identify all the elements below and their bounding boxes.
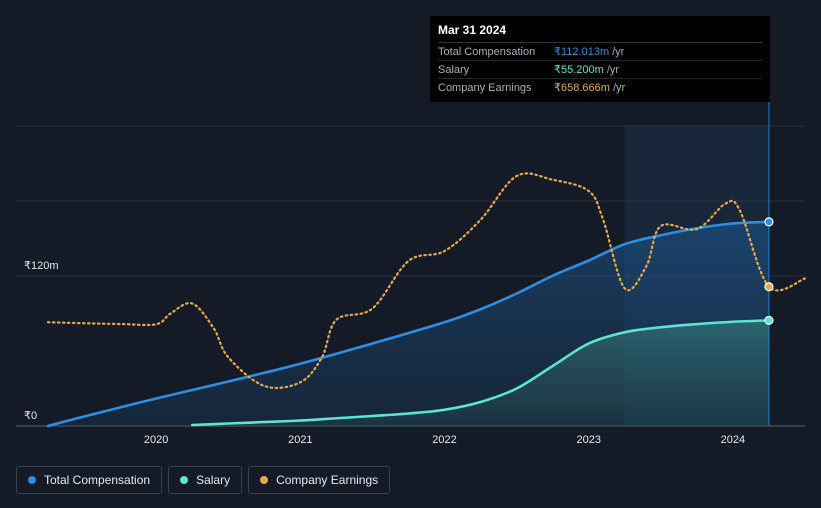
tooltip-row-label: Total Compensation	[438, 45, 536, 58]
tooltip-row-unit: /yr	[606, 63, 620, 76]
legend-label: Salary	[196, 473, 231, 487]
tooltip-date: Mar 31 2024	[438, 23, 762, 43]
legend-dot-icon	[28, 476, 36, 484]
x-tick-label: 2021	[288, 434, 312, 446]
series-areas	[48, 221, 769, 426]
series-area-salary	[192, 320, 769, 426]
x-tick-label: 2022	[432, 434, 456, 446]
x-tick-label: 2020	[144, 434, 168, 446]
tooltip-row-unit: /yr	[612, 81, 626, 94]
legend-dot-icon	[180, 476, 189, 484]
tooltip-row-company-earnings: Company Earnings ₹658.666m /yr	[438, 79, 762, 96]
tooltip-row-label: Company Earnings	[438, 81, 532, 94]
tooltip-row-unit: /yr	[612, 45, 625, 58]
series-lines	[46, 172, 807, 428]
series-markers	[764, 217, 774, 325]
legend: Total Compensation Salary Company Earnin…	[16, 466, 391, 494]
x-tick-label: 2024	[721, 434, 745, 446]
tooltip-row-salary: Salary ₹55.200m /yr	[438, 61, 762, 79]
marker-earnings	[764, 282, 774, 292]
tooltip-row-value: ₹55.200m	[554, 64, 604, 76]
tooltip: Mar 31 2024 Total Compensation ₹112.013m…	[430, 16, 770, 102]
axes: ₹120m ₹0 2020 2021 2022 2023 2024	[24, 260, 745, 446]
legend-dot-icon	[260, 476, 269, 484]
marker-total	[764, 217, 774, 227]
series-line-earnings	[46, 172, 807, 390]
tooltip-row-value: ₹112.013m	[554, 46, 610, 58]
legend-label: Company Earnings	[276, 473, 379, 487]
x-tick-label: 2023	[576, 434, 600, 446]
y-tick-label: ₹120m	[24, 260, 59, 272]
tooltip-row-value: ₹658.666m	[554, 82, 610, 94]
legend-label: Total Compensation	[44, 473, 151, 487]
tooltip-row-total-compensation: Total Compensation ₹112.013m /yr	[438, 43, 762, 61]
legend-item-total-compensation[interactable]: Total Compensation	[16, 466, 163, 494]
series-line-total	[46, 220, 771, 428]
marker-salary	[764, 315, 774, 325]
series-line-salary	[190, 319, 771, 427]
legend-item-company-earnings[interactable]: Company Earnings	[248, 466, 391, 494]
legend-item-salary[interactable]: Salary	[168, 466, 243, 494]
tooltip-row-label: Salary	[438, 63, 470, 76]
y-tick-label: ₹0	[24, 410, 37, 422]
